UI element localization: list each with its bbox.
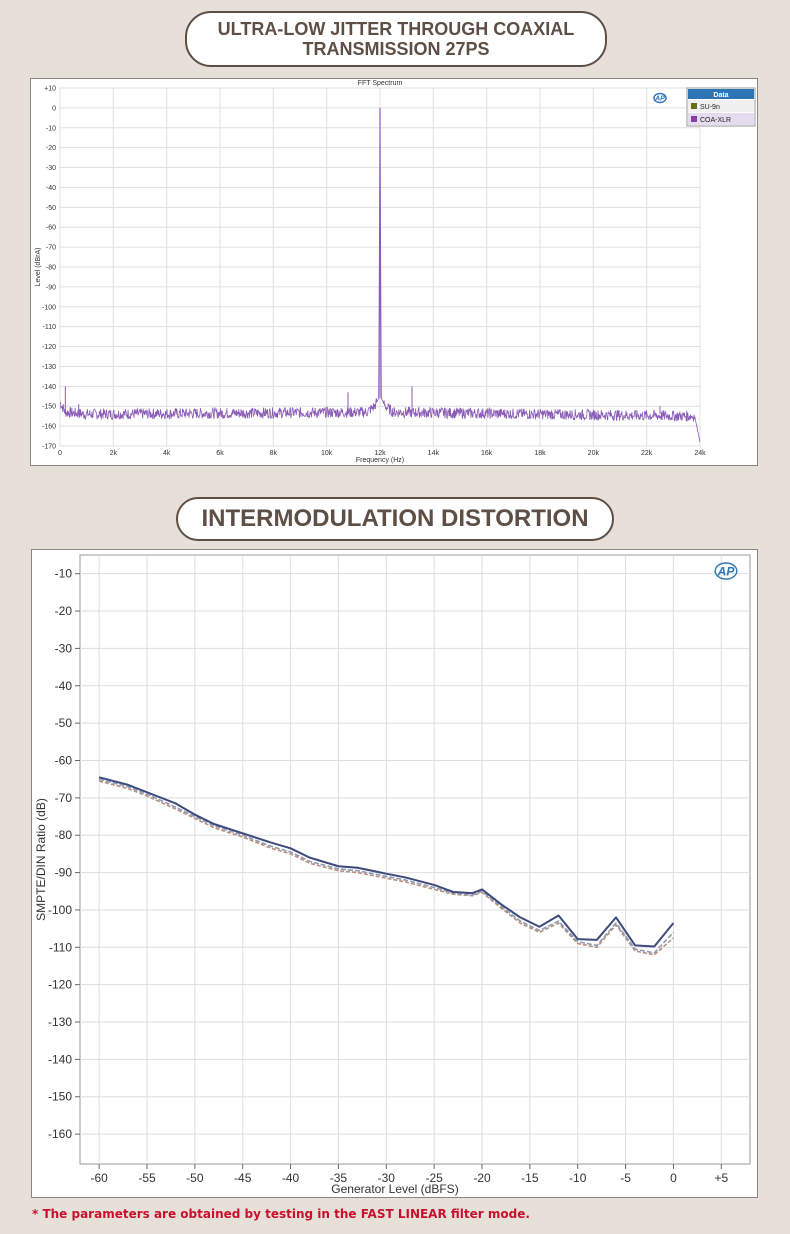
fft-legend-label-coaxlr: COA-XLR [700, 117, 731, 124]
imd-y-tick-label: -140 [48, 1052, 72, 1066]
ap-logo: AP [653, 92, 667, 104]
fft-legend-row-1 [688, 100, 754, 112]
fft-title: FFT Spectrum [358, 80, 403, 87]
imd-x-tick-label: -55 [138, 1171, 156, 1185]
fft-y-tick-label: -110 [43, 324, 57, 331]
fft-spectrum-chart: 0 2k 4k 6k 8k 10k 12k 14k 16k 18k 20k 22k 24k +10 0 -10… [35, 80, 756, 464]
imd-x-tick-label: -15 [521, 1171, 539, 1185]
fft-y-tick-label: -90 [46, 284, 56, 291]
fft-y-tick-label: -20 [46, 145, 56, 152]
fft-legend-header [688, 89, 754, 99]
fft-y-axis-label: Level (dBrA) [35, 248, 42, 287]
fft-x-tick-label: 6k [216, 450, 224, 457]
fft-y-tick-label: -130 [42, 364, 56, 371]
imd-x-tick-label: -40 [282, 1171, 300, 1185]
imd-y-tick-label: -130 [48, 1015, 72, 1029]
ap-logo-ring [714, 562, 738, 580]
fft-y-tick-label: -100 [42, 304, 56, 311]
ap-logo: AP [714, 562, 738, 580]
fft-y-tick-label: -80 [46, 265, 56, 272]
imd-y-tick-label: -60 [55, 753, 73, 767]
imd-x-tick-label: -10 [569, 1171, 587, 1185]
imd-y-tick-label: -10 [55, 567, 73, 581]
fft-x-axis-label: Frequency (Hz) [356, 457, 404, 464]
fft-x-tick-label: 18k [534, 450, 546, 457]
imd-y-tick-label: -30 [55, 641, 73, 655]
imd-x-tick-label: -30 [378, 1171, 396, 1185]
imd-y-tick-label: -150 [48, 1090, 72, 1104]
fft-legend-title: Data [713, 92, 728, 99]
fft-legend-swatch-coaxlr [691, 116, 697, 122]
fft-y-tick-label: +10 [44, 86, 56, 93]
imd-y-tick-label: -50 [55, 716, 73, 730]
fft-x-tick-label: 0 [58, 450, 62, 457]
imd-series-1-line [98, 776, 675, 948]
fft-y-tick-label: -10 [46, 125, 56, 132]
fft-x-tick-label: 20k [588, 450, 600, 457]
imd-series-3-line [98, 780, 674, 956]
footnote: * The parameters are obtained by testing… [32, 1207, 530, 1221]
fft-x-tick-label: 8k [270, 450, 278, 457]
fft-y-tick-label: -40 [46, 185, 56, 192]
fft-y-tick-label: -60 [46, 225, 56, 232]
fft-x-tick-label: 12k [374, 450, 386, 457]
fft-x-tick-label: 16k [481, 450, 493, 457]
fft-y-tick-label: -70 [46, 245, 56, 252]
imd-y-axis-label: SMPTE/DIN Ratio (dB) [34, 798, 48, 921]
imd-x-tick-label: -35 [330, 1171, 348, 1185]
fft-legend-row-2 [688, 113, 754, 125]
fft-legend-label-su9n: SU-9n [700, 104, 720, 111]
fft-chart-panel: 0 2k 4k 6k 8k 10k 12k 14k 16k 18k 20k 22k 24k +10 0 -10… [30, 78, 758, 466]
fft-y-tick-label: -140 [42, 384, 56, 391]
ap-logo-text: AP [654, 96, 665, 103]
section-title-jitter-text: ULTRA-LOW JITTER THROUGH COAXIAL TRANSMI… [217, 19, 575, 59]
imd-y-tick-label: -70 [55, 791, 73, 805]
imd-x-tick-label: -25 [425, 1171, 443, 1185]
imd-x-axis-label: Generator Level (dBFS) [331, 1182, 458, 1196]
fft-x-tick-label: 22k [641, 450, 653, 457]
fft-y-tick-label: -30 [46, 165, 56, 172]
imd-x-tick-label: -20 [473, 1171, 491, 1185]
section-title-imd: INTERMODULATION DISTORTION [176, 497, 614, 541]
fft-x-tick-label: 10k [321, 450, 333, 457]
imd-y-tick-label: -120 [48, 978, 72, 992]
fft-y-tick-label: -170 [42, 444, 56, 451]
fft-x-tick-label: 2k [110, 450, 118, 457]
fft-y-tick-label: -150 [42, 404, 56, 411]
imd-x-tick-label: -45 [234, 1171, 252, 1185]
imd-y-tick-label: -100 [48, 903, 72, 917]
imd-chart: -60 -55 -50 -45 -40 -35 -30 -25 -20 -15 -10 -5 0 +5-1… [34, 554, 751, 1196]
imd-plot-area [79, 554, 751, 1165]
fft-x-tick-label: 24k [694, 450, 706, 457]
section-title-imd-text: INTERMODULATION DISTORTION [201, 505, 589, 532]
fft-x-tick-label: 4k [163, 450, 171, 457]
fft-y-tick-label: 0 [52, 105, 56, 112]
section-title-jitter: ULTRA-LOW JITTER THROUGH COAXIAL TRANSMI… [185, 11, 607, 67]
imd-x-tick-label: 0 [670, 1171, 677, 1185]
fft-legend-swatch-su9n [691, 103, 697, 109]
fft-x-tick-label: 14k [428, 450, 440, 457]
imd-y-tick-label: -110 [49, 940, 72, 954]
fft-y-tick-label: -160 [42, 424, 56, 431]
imd-chart-panel: -60 -55 -50 -45 -40 -35 -30 -25 -20 -15 -10 -5 0 +5 -1… [31, 549, 758, 1198]
ap-logo-ring [653, 92, 667, 104]
imd-x-tick-label: -50 [186, 1171, 204, 1185]
imd-x-tick-label: -60 [90, 1171, 108, 1185]
fft-y-tick-label: -120 [42, 344, 56, 351]
imd-y-tick-label: -160 [48, 1127, 72, 1141]
imd-y-tick-label: -20 [55, 604, 73, 618]
imd-series-2-line [98, 778, 675, 954]
imd-x-tick-label: -5 [620, 1171, 631, 1185]
fft-y-tick-label: -50 [46, 205, 56, 212]
imd-y-tick-label: -90 [55, 866, 73, 880]
ap-logo-text: AP [717, 564, 736, 578]
fft-legend: Data SU-9n COA-XLR [686, 87, 756, 127]
imd-y-tick-label: -40 [55, 679, 73, 693]
imd-x-tick-label: +5 [714, 1171, 728, 1185]
imd-y-tick-label: -80 [55, 828, 73, 842]
